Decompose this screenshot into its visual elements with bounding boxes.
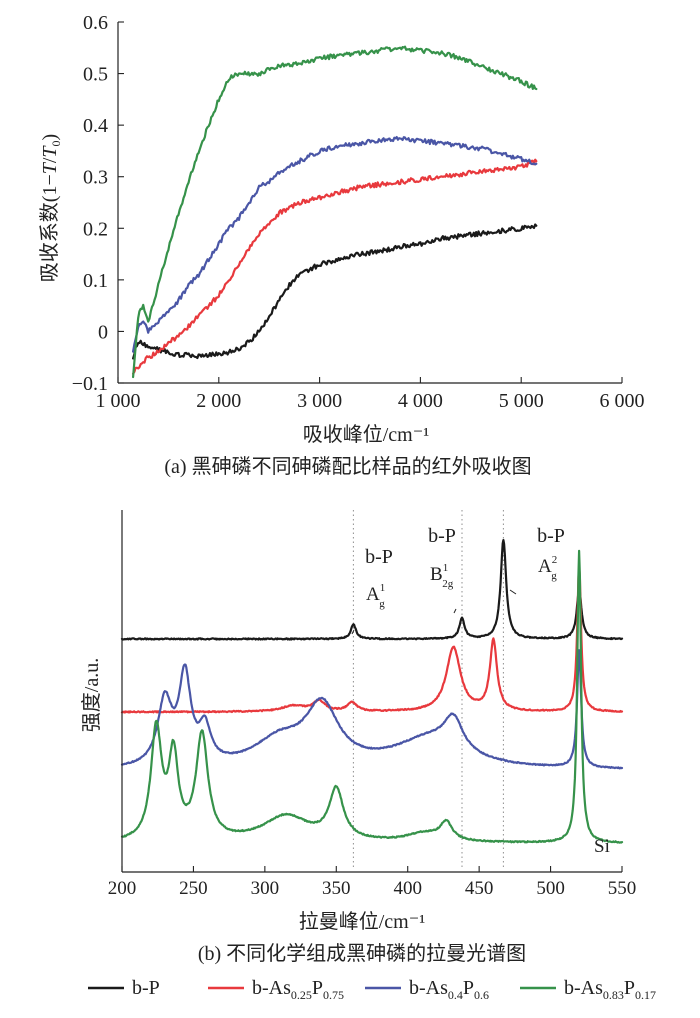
legend-label-sub: 0.4: [448, 988, 463, 1002]
raman-mode-label: A2 g: [538, 554, 557, 582]
raman-x-tick-label: 350: [322, 878, 351, 899]
raman-peak-label: b-P: [428, 525, 456, 547]
ir-x-tick-label: 4 000: [398, 390, 443, 412]
raman-series-3: [120, 649, 624, 770]
legend-label-main: b-As: [409, 977, 448, 999]
ir-x-tick-label: 3 000: [297, 390, 342, 412]
raman-x-tick-label: 300: [251, 878, 280, 899]
raman-x-tick-label: 550: [608, 878, 637, 899]
raman-y-axis-label: 强度/a.u.: [80, 658, 103, 732]
ir-y-axis-label: 吸收系数(1−T/T0): [38, 134, 63, 282]
ir-series-4: [132, 45, 538, 379]
raman-mode-subscript: 2g: [442, 578, 454, 590]
legend-label-main: b-P: [132, 977, 160, 999]
raman-mode-superscript: 2: [552, 554, 558, 566]
ir-y-label-var2: T: [39, 145, 61, 158]
ir-x-tick-label: 1 000: [96, 390, 141, 412]
ir-y-label-prefix: 吸收系数(1−: [38, 174, 61, 282]
legend-label-main: b-As: [252, 977, 291, 999]
ir-series-group: [132, 45, 538, 379]
ir-y-tick-label: 0.4: [83, 115, 108, 137]
raman-x-tick-label: 250: [179, 878, 208, 899]
raman-mode-symbol: B: [430, 564, 443, 585]
ir-y-label-slash: /: [39, 157, 61, 163]
ir-x-tick-label: 2 000: [196, 390, 241, 412]
raman-si-label: Si: [594, 836, 610, 857]
ir-y-tick-label: 0.2: [83, 218, 108, 240]
raman-axes: 200 250 300 350 400 450 500 550: [108, 510, 637, 899]
raman-annotation-arrow: [509, 589, 517, 595]
ir-y-tick-label: 0.3: [83, 167, 108, 189]
raman-mode-subscript: g: [379, 598, 385, 610]
legend-label: b-As0.4P0.6: [409, 977, 489, 1002]
raman-annotation-arrow: [351, 629, 355, 635]
ir-caption: (a) 黑砷磷不同砷磷配比样品的红外吸收图: [164, 455, 531, 478]
ir-y-tick-label: 0: [98, 321, 108, 343]
ir-y-tick-label: −0.1: [72, 373, 108, 395]
ir-y-tick-label: 0.6: [83, 12, 108, 34]
legend-label: b-As0.83P0.17: [564, 977, 656, 1002]
raman-spectra-chart: 200 250 300 350 400 450 500 550 b-PA1 gb-PB1 2gb-…: [80, 510, 636, 965]
legend-label-sub: 0.6: [474, 988, 489, 1002]
ir-y-tick-label: 0.5: [83, 64, 108, 86]
raman-peak-label: b-P: [365, 546, 393, 568]
raman-x-tick-label: 450: [465, 878, 494, 899]
raman-mode-label: B1 2g: [430, 562, 454, 590]
raman-series-1: [120, 538, 624, 641]
ir-series-2: [132, 158, 538, 375]
ir-y-label-sub: 0: [49, 140, 63, 146]
legend-label-mid: P: [312, 977, 323, 999]
legend-label-mid: P: [624, 977, 635, 999]
raman-mode-label: A1 g: [366, 582, 385, 610]
raman-x-tick-label: 400: [393, 878, 422, 899]
raman-mode-symbol: A: [538, 556, 552, 577]
raman-series-2: [120, 564, 624, 714]
ir-y-label-suffix: ): [39, 134, 61, 141]
ir-x-axis-label: 吸收峰位/cm⁻¹: [303, 423, 430, 446]
ir-axes: 1 000 2 000 3 000 4 000 5 000 6 000 −0.1 0 0.1 0.…: [72, 12, 645, 412]
raman-mode-subscript: g: [551, 570, 557, 582]
raman-mode-symbol: A: [366, 584, 380, 605]
ir-x-tick-label: 5 000: [499, 390, 544, 412]
raman-x-tick-label: 500: [536, 878, 565, 899]
legend-label: b-P: [132, 977, 160, 999]
raman-mode-superscript: 1: [443, 562, 449, 574]
legend-label-sub: 0.25: [291, 988, 312, 1002]
ir-y-tick-label: 0.1: [83, 270, 108, 292]
raman-mode-superscript: 1: [380, 582, 386, 594]
legend: b-P b-As0.25P0.75 b-As0.4P0.6 b-As0.83P0.17: [88, 977, 656, 1002]
raman-guide-lines: [352, 510, 504, 868]
raman-series-group: [120, 538, 624, 844]
raman-annotation-arrow: [453, 608, 457, 614]
raman-peak-annotations: b-PA1 gb-PB1 2gb-PA2 g: [351, 525, 565, 635]
legend-label: b-As0.25P0.75: [252, 977, 344, 1002]
legend-label-sub: 0.83: [603, 988, 624, 1002]
raman-caption: (b) 不同化学组成黑砷磷的拉曼光谱图: [198, 942, 526, 965]
raman-series-4: [120, 549, 624, 844]
legend-label-mid: P: [463, 977, 474, 999]
ir-x-tick-label: 6 000: [600, 390, 645, 412]
raman-peak-label: b-P: [537, 525, 565, 547]
raman-x-axis-label: 拉曼峰位/cm⁻¹: [299, 910, 426, 933]
legend-label-sub: 0.75: [323, 988, 344, 1002]
ir-absorption-chart: 1 000 2 000 3 000 4 000 5 000 6 000 −0.1 0 0.1 0.…: [38, 12, 645, 478]
legend-label-sub: 0.17: [635, 988, 656, 1002]
ir-series-1: [132, 223, 538, 360]
legend-label-main: b-As: [564, 977, 603, 999]
ir-y-label-var1: T: [39, 161, 61, 174]
ir-series-3: [132, 136, 538, 353]
raman-x-tick-label: 200: [108, 878, 137, 899]
